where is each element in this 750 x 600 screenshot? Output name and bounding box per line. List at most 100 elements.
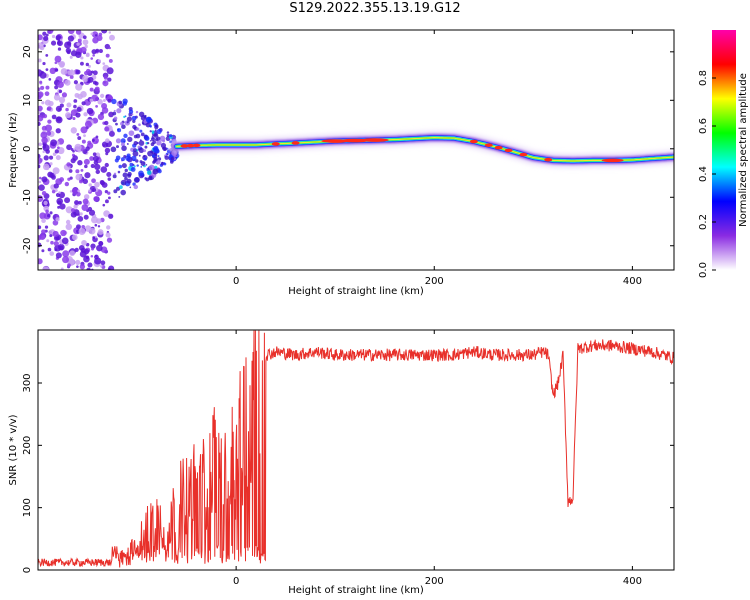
noise-speckle: [64, 197, 71, 204]
noise-speckle: [101, 141, 109, 148]
transition-blob: [129, 162, 134, 167]
noise-speckle: [75, 112, 81, 118]
noise-speckle: [53, 241, 59, 247]
ridge-peak: [601, 158, 624, 163]
y-tick-label: -20: [22, 238, 33, 254]
noise-speckle: [105, 232, 111, 238]
transition-blob: [112, 174, 117, 179]
noise-speckle: [75, 259, 81, 265]
noise-speckle: [61, 92, 68, 98]
noise-speckle: [55, 252, 62, 259]
noise-speckle: [45, 53, 49, 57]
noise-speckle: [88, 183, 92, 187]
noise-speckle: [80, 61, 84, 66]
noise-speckle: [75, 173, 83, 181]
transition-blob: [149, 139, 152, 142]
noise-speckle: [55, 128, 61, 134]
noise-speckle: [84, 71, 89, 76]
noise-speckle: [42, 61, 46, 66]
noise-speckle: [49, 251, 55, 256]
transition-blob: [140, 166, 143, 168]
noise-speckle: [45, 209, 49, 214]
transition-blob: [133, 140, 138, 146]
noise-speckle: [95, 105, 98, 108]
noise-speckle: [94, 257, 102, 265]
noise-speckle: [45, 124, 53, 132]
noise-speckle: [41, 229, 46, 235]
noise-speckle: [77, 189, 81, 193]
noise-speckle: [83, 248, 90, 255]
noise-speckle: [50, 40, 57, 46]
noise-speckle: [38, 235, 42, 241]
noise-speckle: [38, 105, 43, 112]
transition-blob: [123, 155, 127, 159]
noise-speckle: [99, 264, 103, 268]
transition-blob: [120, 138, 126, 144]
transition-blob: [164, 155, 169, 160]
transition-blob: [124, 176, 128, 181]
noise-speckle: [42, 31, 47, 36]
transition-blob: [127, 136, 133, 143]
noise-speckle: [53, 94, 61, 101]
y-tick-label: 300: [22, 373, 33, 392]
noise-speckle: [52, 152, 57, 157]
noise-speckle: [102, 80, 109, 87]
x-tick-label: 400: [623, 576, 642, 587]
transition-blob: [113, 116, 118, 121]
ridge-peak: [519, 152, 528, 157]
noise-speckle: [100, 260, 106, 266]
x-tick-label: 0: [233, 276, 239, 287]
noise-speckle: [80, 56, 84, 60]
noise-speckle: [76, 42, 80, 46]
noise-speckle: [72, 116, 76, 121]
transition-blob: [133, 177, 140, 183]
transition-blob: [138, 147, 144, 153]
noise-speckle: [67, 30, 75, 35]
ridge-peak: [484, 143, 493, 147]
transition-blob: [148, 164, 155, 171]
noise-speckle: [90, 243, 96, 249]
transition-blob: [121, 145, 127, 152]
noise-speckle: [109, 34, 115, 41]
noise-speckle: [91, 49, 97, 55]
noise-speckle: [77, 216, 84, 222]
noise-speckle: [38, 242, 42, 248]
transition-blob: [121, 163, 127, 169]
ridge-peak: [494, 145, 503, 150]
transition-blob: [153, 157, 158, 162]
transition-blob: [138, 140, 145, 146]
transition-blob: [135, 159, 139, 163]
noise-speckle: [99, 179, 105, 185]
noise-speckle: [55, 105, 62, 112]
transition-blob: [151, 131, 155, 135]
noise-speckle: [70, 127, 78, 134]
noise-speckle: [42, 150, 45, 154]
y-tick-label: 20: [22, 45, 33, 58]
noise-speckle: [38, 164, 41, 169]
noise-speckle: [88, 209, 96, 216]
transition-blob: [126, 142, 129, 145]
transition-blob: [156, 162, 159, 165]
noise-speckle: [108, 46, 112, 50]
colorbar-ticks: 0.0 0.2 0.4 0.6 0.8: [698, 70, 716, 278]
noise-speckle: [103, 75, 108, 80]
colorbar-label: Normalized spectral amplitude: [738, 73, 749, 227]
transition-blob: [138, 111, 145, 118]
transition-blob: [142, 122, 145, 125]
noise-speckle: [96, 35, 103, 41]
noise-speckle: [85, 146, 90, 152]
noise-speckle: [84, 164, 88, 169]
transition-blob: [121, 124, 126, 130]
snr-series-line: [38, 330, 674, 568]
noise-speckle: [83, 112, 88, 117]
transition-blob: [154, 129, 157, 132]
noise-speckle: [57, 81, 64, 88]
noise-speckle: [65, 219, 71, 225]
noise-speckle: [95, 135, 99, 139]
ridge-peak: [192, 143, 201, 148]
noise-speckle: [67, 35, 75, 42]
noise-speckle: [80, 91, 87, 98]
noise-speckle: [42, 163, 50, 171]
noise-speckle: [90, 57, 94, 60]
transition-blob: [113, 189, 118, 194]
